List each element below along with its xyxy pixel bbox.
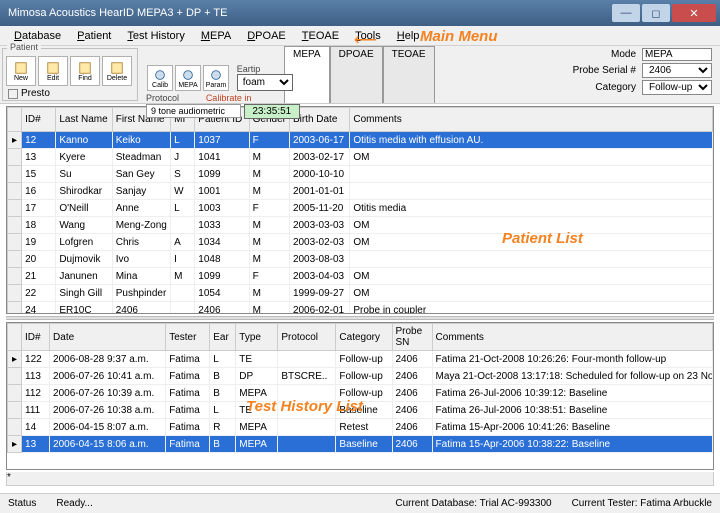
right-properties: ModeMEPA Probe Serial #2406 CategoryFoll… — [573, 48, 712, 97]
col-header[interactable] — [8, 108, 22, 132]
col-header[interactable]: Probe SN — [392, 324, 432, 351]
menu-tools[interactable]: Tools — [347, 28, 389, 44]
col-header[interactable]: Protocol — [278, 324, 336, 351]
presto-checkbox[interactable]: Presto — [8, 88, 50, 99]
col-header[interactable]: Category — [336, 324, 392, 351]
table-row[interactable]: 17O'NeillAnneL1003F2005-11-20Otitis medi… — [8, 200, 713, 217]
col-header[interactable] — [8, 324, 22, 351]
probe-select[interactable]: 2406 — [642, 63, 712, 78]
table-row[interactable]: ▸1222006-08-28 9:37 a.m.FatimaLTEFollow-… — [8, 351, 713, 368]
table-row[interactable]: 15SuSan GeyS1099M2000-10-10 — [8, 166, 713, 183]
mepa-button[interactable]: MEPA — [175, 65, 201, 91]
col-header[interactable]: Tester — [166, 324, 210, 351]
menu-help[interactable]: Help — [389, 28, 428, 44]
table-row[interactable]: 1112006-07-26 10:38 a.m.FatimaLTEBaselin… — [8, 402, 713, 419]
maximize-button[interactable]: ◻ — [642, 4, 670, 22]
delete-button[interactable]: Delete — [102, 56, 132, 86]
table-row[interactable]: 19LofgrenChrisA1034M2003-02-03OM — [8, 234, 713, 251]
table-row[interactable]: 1122006-07-26 10:39 a.m.FatimaBMEPAFollo… — [8, 385, 713, 402]
protocol-value: 9 tone audiometric — [146, 104, 241, 118]
col-header[interactable]: ID# — [22, 324, 50, 351]
col-header[interactable]: Comments — [350, 108, 713, 132]
toolbar: Patient NewEditFindDelete Presto MEPADPO… — [0, 46, 720, 104]
table-row[interactable]: 142006-04-15 8:07 a.m.FatimaRMEPARetest2… — [8, 419, 713, 436]
table-row[interactable]: ▸12KannoKeikoL1037F2003-06-17Otitis medi… — [8, 132, 713, 149]
table-row[interactable]: 1132006-07-26 10:41 a.m.FatimaBDPBTSCRE.… — [8, 368, 713, 385]
table-row[interactable]: ▸132006-04-15 8:06 a.m.FatimaBMEPABaseli… — [8, 436, 713, 453]
edit-button[interactable]: Edit — [38, 56, 68, 86]
tab-dpoae[interactable]: DPOAE — [330, 46, 383, 103]
tab-teoae[interactable]: TEOAE — [383, 46, 435, 103]
protocol-label: Protocol — [146, 93, 179, 103]
eartip-label: Eartip — [237, 64, 293, 74]
col-header[interactable]: Ear — [210, 324, 236, 351]
menu-teoae[interactable]: TEOAE — [294, 28, 347, 44]
table-row[interactable]: 20DujmovikIvoI1048M2003-08-03 — [8, 251, 713, 268]
calib-button[interactable]: Calib — [147, 65, 173, 91]
table-row[interactable]: 21JanunenMinaM1099F2003-04-03OM — [8, 268, 713, 285]
splitter[interactable] — [6, 316, 714, 320]
calibrate-label: Calibrate in — [206, 93, 252, 103]
col-header[interactable]: Date — [50, 324, 166, 351]
table-row[interactable]: 13KyereSteadmanJ1041M2003-02-17OM — [8, 149, 713, 166]
col-header[interactable]: Type — [236, 324, 278, 351]
menu-dpoae[interactable]: DPOAE — [239, 28, 294, 44]
col-header[interactable]: Last Name — [56, 108, 112, 132]
col-header[interactable]: Comments — [432, 324, 712, 351]
test-history-grid[interactable]: ID#DateTesterEarTypeProtocolCategoryProb… — [6, 322, 714, 470]
window-title: Mimosa Acoustics HearID MEPA3 + DP + TE — [4, 7, 610, 19]
patient-list-grid[interactable]: ID#Last NameFirst NameMIPatient IDGender… — [6, 106, 714, 314]
mode-value: MEPA — [642, 48, 712, 61]
new-button[interactable]: New — [6, 56, 36, 86]
menu-mepa[interactable]: MEPA — [193, 28, 239, 44]
find-button[interactable]: Find — [70, 56, 100, 86]
table-row[interactable]: 18WangMeng-Zong1033M2003-03-03OM — [8, 217, 713, 234]
patient-legend: Patient — [7, 42, 41, 52]
menu-patient[interactable]: Patient — [69, 28, 119, 44]
calibrate-value: 23:35:51 — [244, 104, 300, 119]
eartip-select[interactable]: foam — [237, 74, 293, 91]
col-header[interactable]: ID# — [22, 108, 56, 132]
minimize-button[interactable]: — — [612, 4, 640, 22]
status-bar: Status Ready... Current Database: Trial … — [0, 493, 720, 513]
menu-test history[interactable]: Test History — [119, 28, 192, 44]
table-row[interactable]: 24ER10C24062406M2006-02-01Probe in coupl… — [8, 302, 713, 315]
param-button[interactable]: Param — [203, 65, 229, 91]
table-row[interactable]: 16ShirodkarSanjayW1001M2001-01-01 — [8, 183, 713, 200]
grid-footer: * — [6, 472, 714, 486]
title-bar: Mimosa Acoustics HearID MEPA3 + DP + TE … — [0, 0, 720, 26]
menu-bar: DatabasePatientTest HistoryMEPADPOAETEOA… — [0, 26, 720, 46]
close-button[interactable]: ✕ — [672, 4, 716, 22]
table-row[interactable]: 22Singh GillPushpinder1054M1999-09-27OM — [8, 285, 713, 302]
category-select[interactable]: Follow-up — [642, 80, 712, 95]
